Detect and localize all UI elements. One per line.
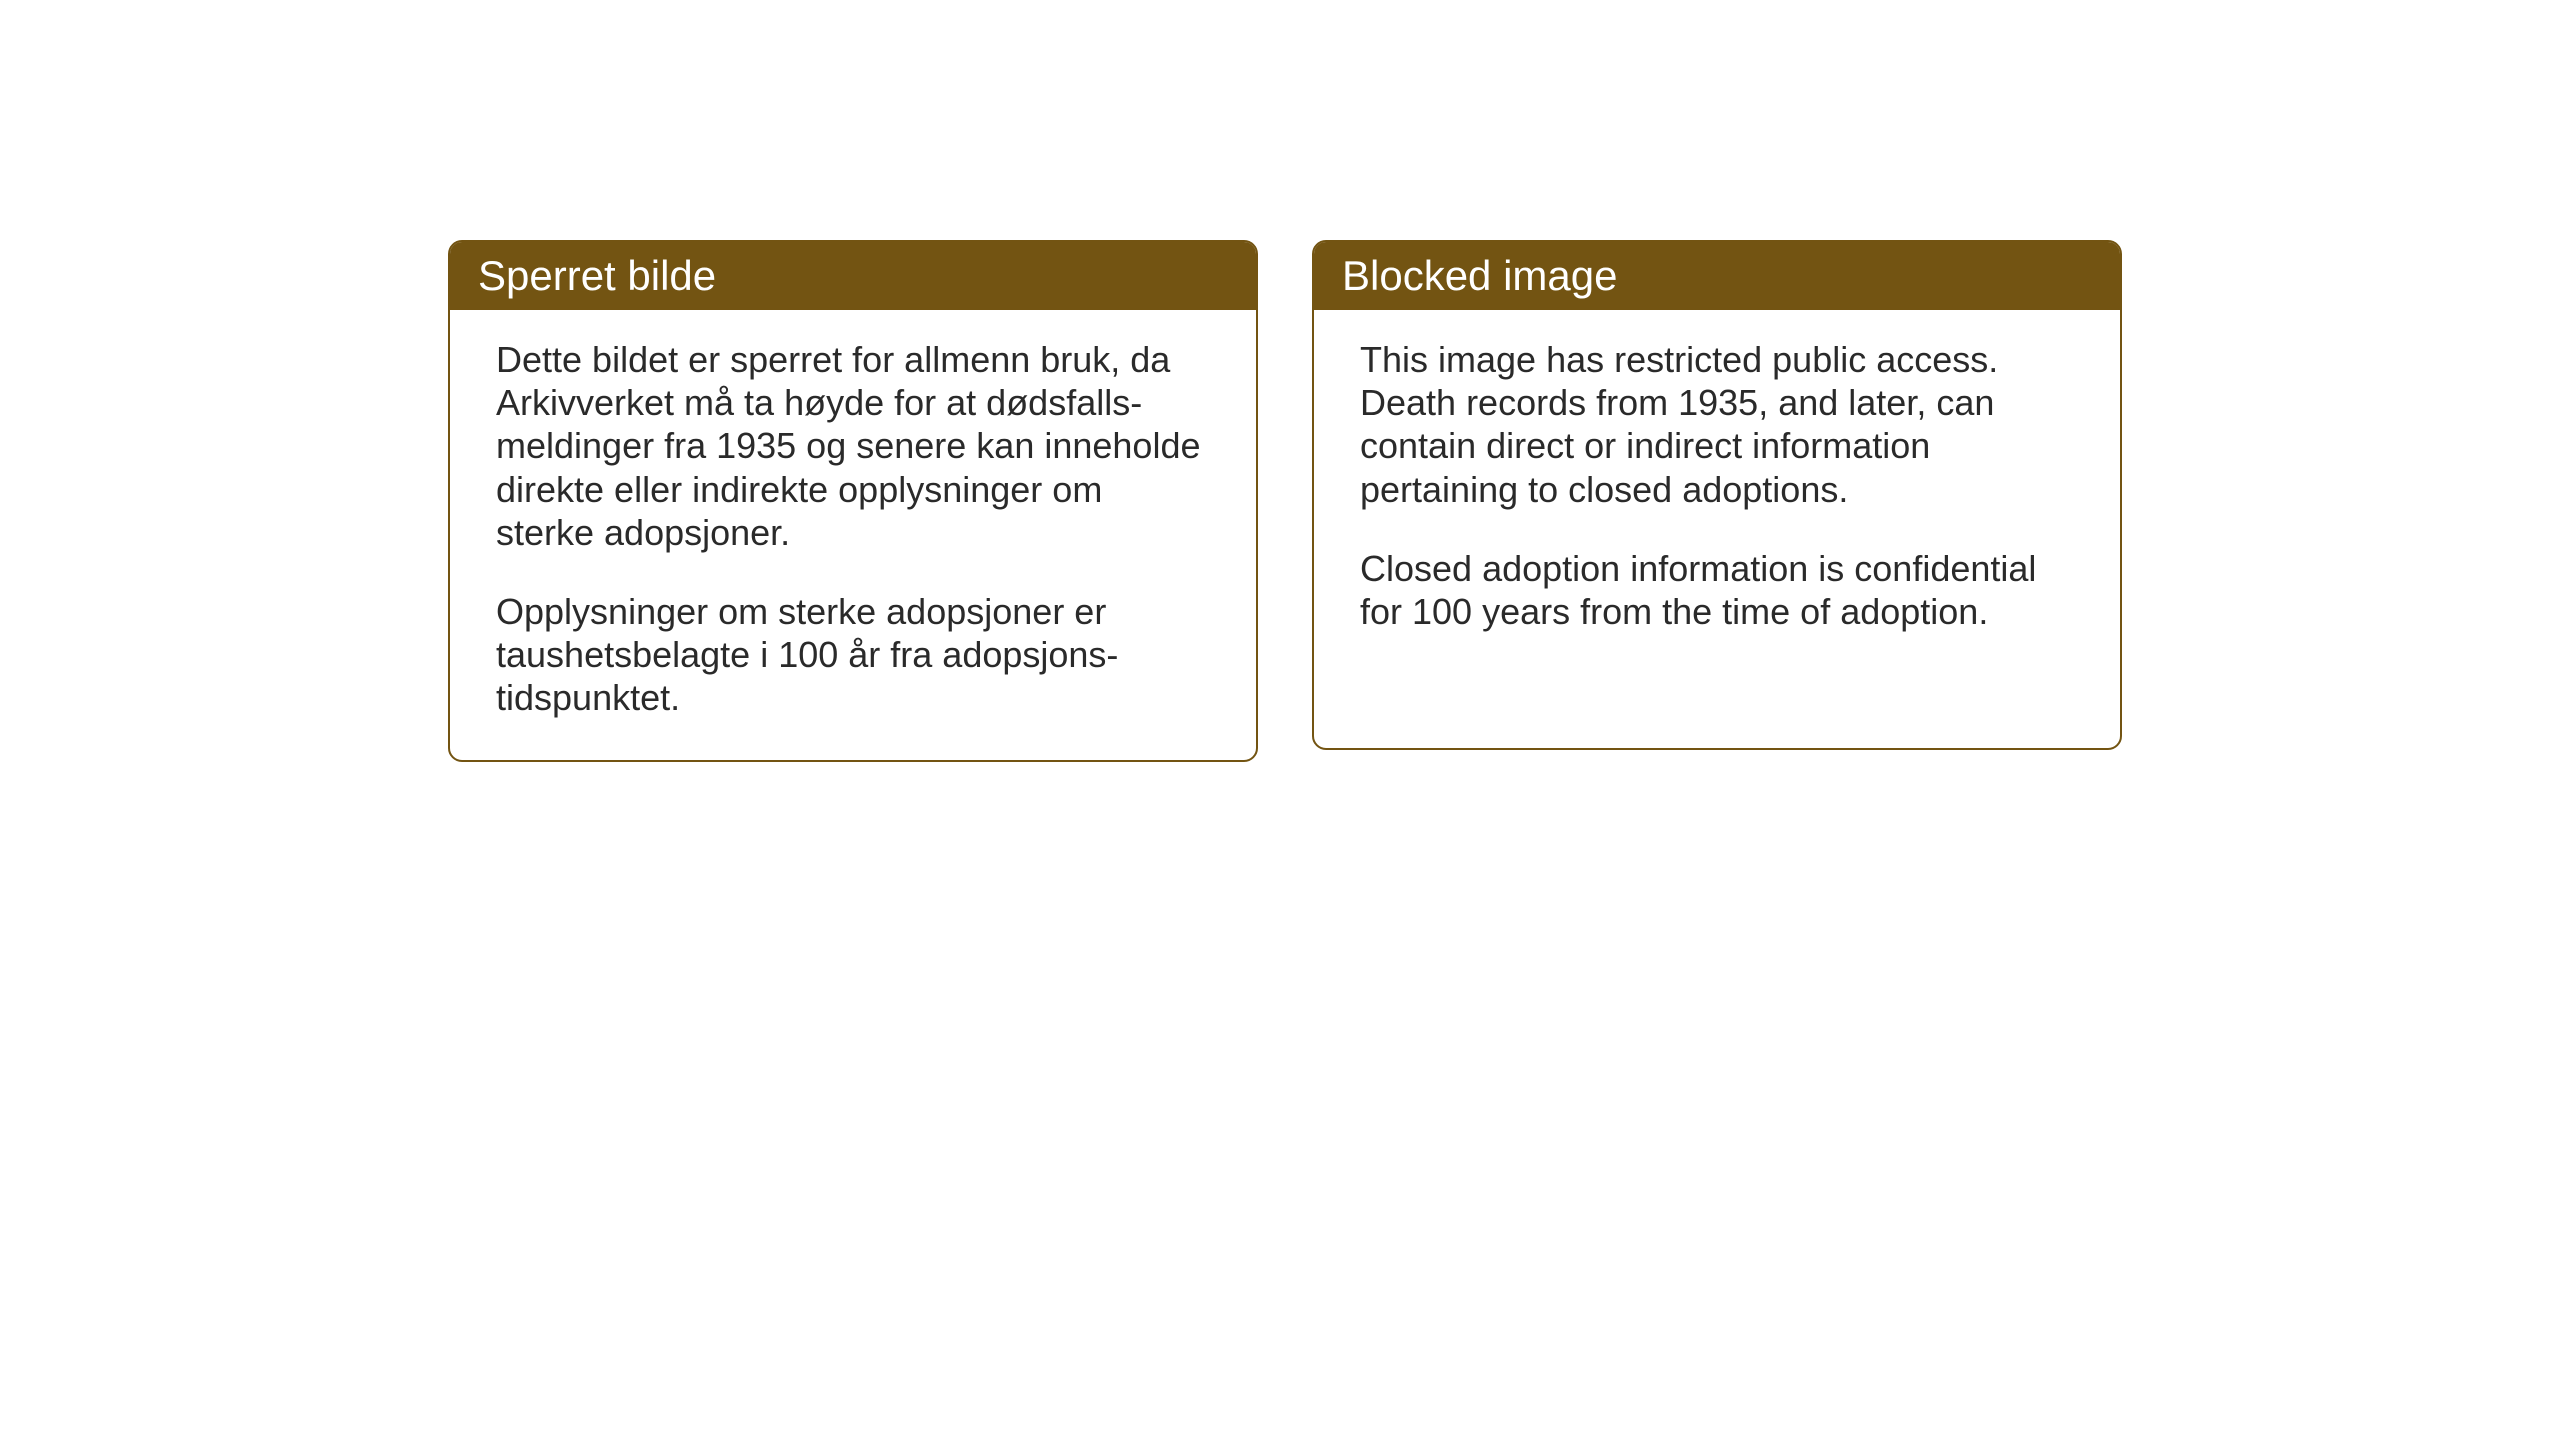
card-para-1: Dette bildet er sperret for allmenn bruk… xyxy=(496,338,1210,554)
card-norwegian: Sperret bilde Dette bildet er sperret fo… xyxy=(448,240,1258,762)
card-body-english: This image has restricted public access.… xyxy=(1314,310,2120,673)
card-body-norwegian: Dette bildet er sperret for allmenn bruk… xyxy=(450,310,1256,760)
card-english: Blocked image This image has restricted … xyxy=(1312,240,2122,750)
card-para-2: Closed adoption information is confident… xyxy=(1360,547,2074,633)
card-title: Blocked image xyxy=(1342,252,1617,299)
card-header-norwegian: Sperret bilde xyxy=(450,242,1256,310)
card-para-2: Opplysninger om sterke adopsjoner er tau… xyxy=(496,590,1210,720)
card-header-english: Blocked image xyxy=(1314,242,2120,310)
card-para-1: This image has restricted public access.… xyxy=(1360,338,2074,511)
cards-container: Sperret bilde Dette bildet er sperret fo… xyxy=(448,240,2122,762)
card-title: Sperret bilde xyxy=(478,252,716,299)
